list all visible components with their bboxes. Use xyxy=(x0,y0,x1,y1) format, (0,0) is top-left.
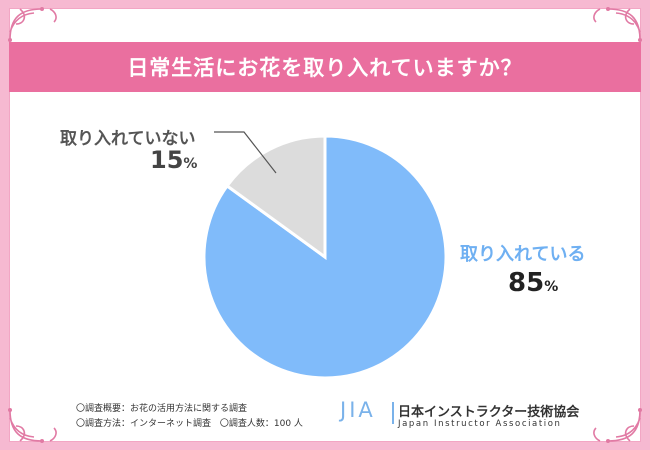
logo-name-en: Japan Instructor Association xyxy=(398,419,562,429)
logo-name-ja: 日本インストラクター技術協会 xyxy=(398,405,580,420)
survey-notes: 〇調査概要：お花の活用方法に関する調査 〇調査方法：インターネット調査 〇調査人… xyxy=(76,402,309,432)
corner-ornament-icon xyxy=(8,7,57,42)
survey-line-2: 〇調査方法：インターネット調査 〇調査人数：100 人 xyxy=(76,417,309,432)
logo-divider xyxy=(392,402,394,424)
jia-logo: JIA 日本インストラクター技術協会 Japan Instructor Asso… xyxy=(340,398,580,434)
corner-ornament-icon xyxy=(593,408,642,443)
slice-label-using: 取り入れている xyxy=(460,244,586,265)
pie-slice-not-using xyxy=(225,134,327,260)
leader-line xyxy=(214,131,277,174)
survey-count: 〇調査人数：100 人 xyxy=(219,419,303,429)
logo-mark: JIA xyxy=(340,398,376,422)
slice-value-not-using: 15% xyxy=(150,146,198,174)
corner-ornament-icon xyxy=(593,7,642,42)
chart-title: 日常生活にお花を取り入れていますか？ xyxy=(127,56,523,80)
survey-method: 〇調査方法：インターネット調査 xyxy=(76,419,212,429)
corner-ornament-icon xyxy=(8,408,57,443)
title-bar: 日常生活にお花を取り入れていますか？ xyxy=(9,42,641,92)
slice-value-using: 85% xyxy=(508,268,559,298)
slice-label-not-using: 取り入れていない xyxy=(60,129,196,149)
survey-line-1: 〇調査概要：お花の活用方法に関する調査 xyxy=(76,404,248,414)
